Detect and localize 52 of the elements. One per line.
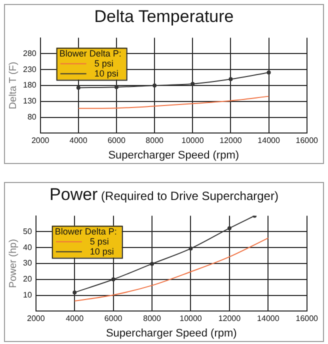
- x-tick-label: 14000: [258, 136, 280, 146]
- x-tick-label: 10000: [180, 314, 202, 324]
- legend-title: Blower Delta P:: [59, 48, 122, 58]
- x-tick-label: 4000: [66, 314, 84, 324]
- chart-title: Delta Temperature: [93, 7, 235, 27]
- y-tick-label: 180: [22, 80, 37, 90]
- point: [190, 82, 195, 86]
- x-tick-label: 8000: [146, 136, 164, 146]
- x-tick-label: 16000: [296, 314, 319, 324]
- legend-label: 10 psi: [90, 246, 114, 256]
- point: [227, 226, 232, 230]
- legend-title: Blower Delta P:: [54, 226, 117, 236]
- point: [228, 77, 233, 82]
- x-tick-label: 16000: [296, 136, 319, 146]
- point: [188, 246, 193, 251]
- x-axis-title: Supercharger Speed (rpm): [106, 327, 237, 340]
- legend-label: 5 psi: [94, 58, 114, 68]
- y-tick-label: 10: [22, 290, 32, 300]
- x-tick-label: 6000: [108, 136, 126, 146]
- y-tick-label: 50: [22, 226, 32, 236]
- line-series: [74, 238, 269, 302]
- x-axis-title: Supercharger Speed (rpm): [108, 149, 240, 162]
- y-tick-label: 20: [22, 274, 32, 284]
- x-tick-label: 8000: [143, 314, 162, 324]
- point: [152, 84, 157, 88]
- legend-label: 10 psi: [94, 68, 118, 78]
- y-axis-title: Power (hp): [8, 239, 19, 288]
- point: [76, 86, 80, 90]
- y-axis-title: Delta T (F): [8, 62, 19, 110]
- point: [72, 290, 77, 294]
- legend-label: 5 psi: [90, 236, 109, 246]
- y-tick-label: 80: [27, 112, 37, 122]
- x-tick-label: 14000: [257, 314, 280, 324]
- x-tick-label: 4000: [70, 136, 88, 146]
- point: [150, 262, 154, 266]
- x-tick-label: 6000: [104, 314, 123, 324]
- y-tick-label: 30: [22, 258, 32, 268]
- point: [111, 277, 116, 282]
- point: [266, 70, 271, 74]
- x-tick-label: 12000: [218, 314, 242, 324]
- x-tick-label: 12000: [220, 136, 242, 146]
- x-tick-label: 2000: [31, 136, 50, 146]
- y-tick-label: 130: [22, 96, 37, 106]
- y-tick-label: 280: [22, 48, 37, 58]
- point: [114, 85, 118, 90]
- x-tick-label: 10000: [182, 136, 204, 146]
- chart-subtitle: (Required to Drive Supercharger): [100, 189, 278, 203]
- y-tick-label: 230: [22, 64, 37, 74]
- y-tick-label: 40: [22, 242, 32, 252]
- x-tick-label: 2000: [27, 314, 46, 324]
- line-series: [78, 96, 270, 109]
- chart-title: Power: [50, 185, 98, 204]
